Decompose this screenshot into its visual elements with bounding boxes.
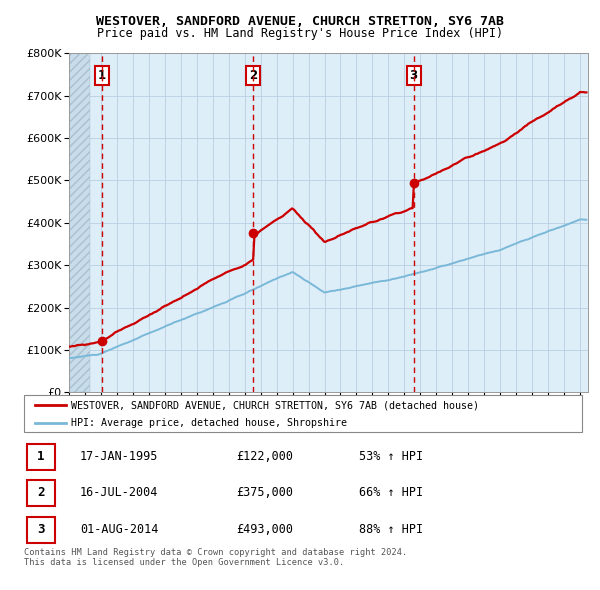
Text: Contains HM Land Registry data © Crown copyright and database right 2024.
This d: Contains HM Land Registry data © Crown c…	[24, 548, 407, 567]
Text: 2: 2	[249, 68, 257, 81]
Text: 53% ↑ HPI: 53% ↑ HPI	[359, 450, 423, 463]
Text: 2: 2	[37, 487, 44, 500]
Text: £122,000: £122,000	[236, 450, 293, 463]
Text: 1: 1	[98, 68, 106, 81]
Text: 1: 1	[37, 450, 44, 463]
Text: WESTOVER, SANDFORD AVENUE, CHURCH STRETTON, SY6 7AB: WESTOVER, SANDFORD AVENUE, CHURCH STRETT…	[96, 15, 504, 28]
FancyBboxPatch shape	[24, 395, 582, 432]
Text: 01-AUG-2014: 01-AUG-2014	[80, 523, 158, 536]
Text: 16-JUL-2004: 16-JUL-2004	[80, 487, 158, 500]
Text: 17-JAN-1995: 17-JAN-1995	[80, 450, 158, 463]
Text: £375,000: £375,000	[236, 487, 293, 500]
Text: 66% ↑ HPI: 66% ↑ HPI	[359, 487, 423, 500]
Text: WESTOVER, SANDFORD AVENUE, CHURCH STRETTON, SY6 7AB (detached house): WESTOVER, SANDFORD AVENUE, CHURCH STRETT…	[71, 400, 479, 410]
Text: 88% ↑ HPI: 88% ↑ HPI	[359, 523, 423, 536]
Text: 3: 3	[37, 523, 44, 536]
Text: Price paid vs. HM Land Registry's House Price Index (HPI): Price paid vs. HM Land Registry's House …	[97, 27, 503, 40]
FancyBboxPatch shape	[27, 480, 55, 506]
FancyBboxPatch shape	[27, 444, 55, 470]
Text: HPI: Average price, detached house, Shropshire: HPI: Average price, detached house, Shro…	[71, 418, 347, 428]
FancyBboxPatch shape	[27, 517, 55, 543]
Text: £493,000: £493,000	[236, 523, 293, 536]
Text: 3: 3	[410, 68, 418, 81]
